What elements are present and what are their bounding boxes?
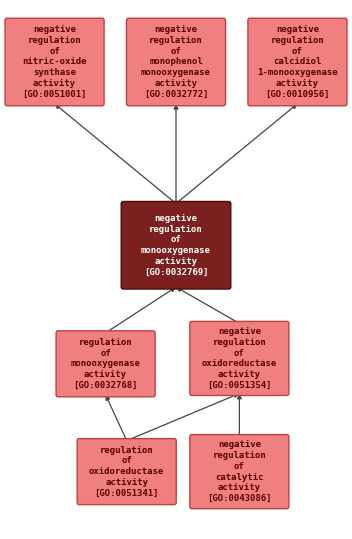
Text: negative
regulation
of
catalytic
activity
[GO:0043086]: negative regulation of catalytic activit… — [207, 440, 272, 503]
FancyBboxPatch shape — [190, 434, 289, 509]
FancyBboxPatch shape — [190, 321, 289, 396]
FancyBboxPatch shape — [121, 202, 231, 289]
Text: negative
regulation
of
oxidoreductase
activity
[GO:0051354]: negative regulation of oxidoreductase ac… — [202, 327, 277, 390]
Text: negative
regulation
of
nitric-oxide
synthase
activity
[GO:0051001]: negative regulation of nitric-oxide synt… — [22, 25, 87, 99]
FancyBboxPatch shape — [5, 18, 104, 106]
FancyBboxPatch shape — [77, 439, 176, 505]
Text: negative
regulation
of
calcidiol
1-monooxygenase
activity
[GO:0010956]: negative regulation of calcidiol 1-monoo… — [257, 25, 338, 99]
Text: negative
regulation
of
monophenol
monooxygenase
activity
[GO:0032772]: negative regulation of monophenol monoox… — [141, 25, 211, 99]
FancyBboxPatch shape — [248, 18, 347, 106]
Text: regulation
of
monooxygenase
activity
[GO:0032768]: regulation of monooxygenase activity [GO… — [71, 338, 140, 390]
FancyBboxPatch shape — [56, 331, 155, 397]
Text: negative
regulation
of
monooxygenase
activity
[GO:0032769]: negative regulation of monooxygenase act… — [141, 214, 211, 277]
Text: regulation
of
oxidoreductase
activity
[GO:0051341]: regulation of oxidoreductase activity [G… — [89, 446, 164, 497]
FancyBboxPatch shape — [126, 18, 226, 106]
